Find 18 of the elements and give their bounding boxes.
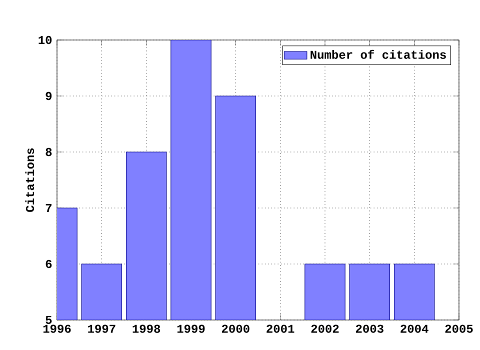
y-tick-label: 7 [46, 204, 52, 212]
y-axis-title: Citations [25, 148, 34, 212]
y-tick-label: 10 [38, 36, 52, 44]
legend-label: Number of citations [310, 50, 446, 59]
y-tick-label: 9 [46, 92, 52, 100]
x-tick-label: 2005 [445, 324, 473, 333]
x-tick-label: 2003 [356, 324, 384, 333]
x-tick-label: 1997 [88, 324, 116, 333]
x-tick-label: 1996 [43, 324, 71, 333]
x-tick-label: 1999 [177, 324, 205, 333]
x-tick-label: 2004 [400, 324, 428, 333]
x-tick-label: 2001 [266, 324, 294, 333]
y-tick-label: 6 [46, 260, 52, 268]
x-tick-label: 2000 [222, 324, 250, 333]
y-tick-label: 8 [46, 148, 52, 156]
x-tick-label: 1998 [132, 324, 160, 333]
y-tick-label: 5 [46, 316, 52, 324]
x-tick-label: 2002 [311, 324, 339, 333]
